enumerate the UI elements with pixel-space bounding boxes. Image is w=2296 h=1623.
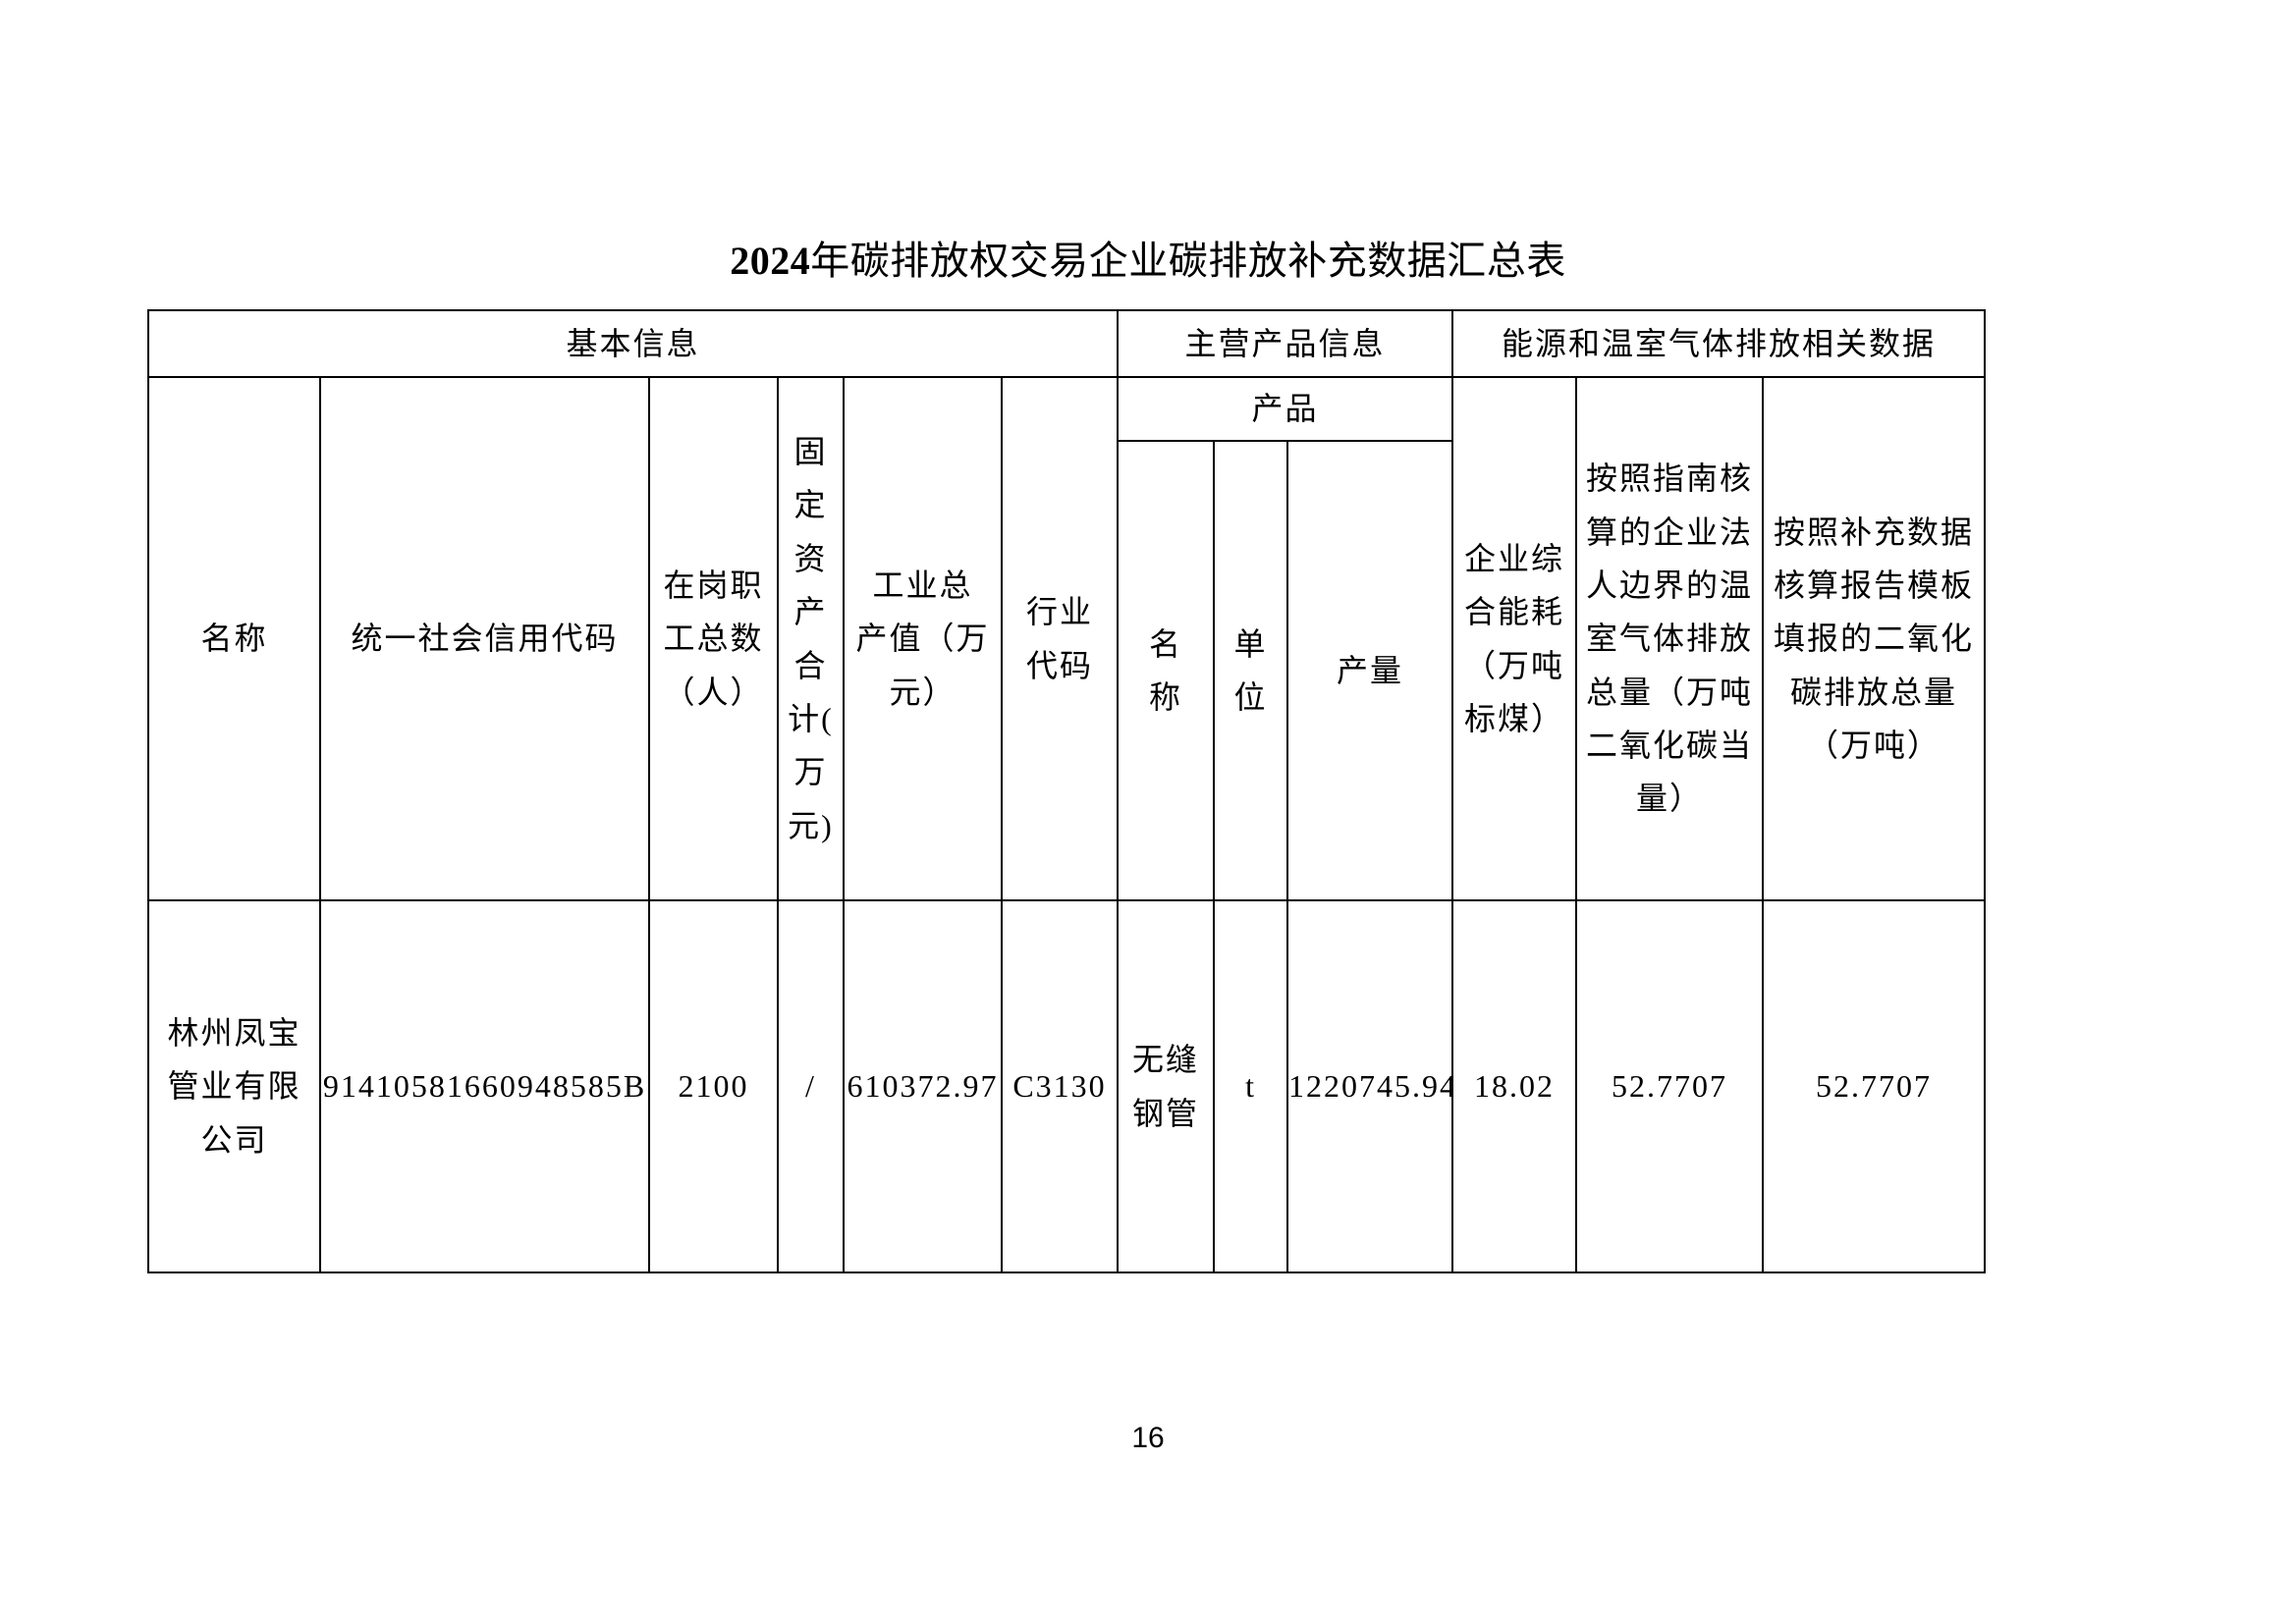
header-name: 名称 [147, 376, 321, 901]
header-employees: 在岗职 工总数 （人） [648, 376, 779, 901]
group-header-energy-data: 能源和温室气体排放相关数据 [1451, 309, 1987, 378]
header-product-output: 产量 [1286, 440, 1454, 901]
cell-supplementary-emissions: 52.7707 [1762, 899, 1987, 1273]
group-header-product-info: 主营产品信息 [1117, 309, 1454, 378]
title-year: 2024 [730, 239, 811, 283]
cell-employees: 2100 [648, 899, 779, 1273]
header-product-name: 名 称 [1117, 440, 1216, 901]
header-fixed-assets: 固 定 资 产 合 计( 万 元) [777, 376, 845, 901]
cell-energy-consumption: 18.02 [1451, 899, 1578, 1273]
header-product-unit: 单 位 [1213, 440, 1289, 901]
header-guideline-emissions: 按照指南核 算的企业法 人边界的温 室气体排放 总量（万吨 二氧化碳当 量） [1575, 376, 1765, 901]
header-energy-consumption: 企业综 合能耗 （万吨 标煤） [1451, 376, 1578, 901]
summary-table: 基本信息 主营产品信息 能源和温室气体排放相关数据 名称 统一社会信用代码 在岗… [146, 309, 1987, 1273]
cell-industry-code: C3130 [1000, 899, 1120, 1273]
cell-credit-code: 91410581660948585B [319, 899, 650, 1273]
cell-product-output: 1220745.94 [1286, 899, 1454, 1273]
cell-guideline-emissions: 52.7707 [1575, 899, 1765, 1273]
cell-product-unit: t [1213, 899, 1289, 1273]
product-group-header: 产品 [1117, 376, 1454, 442]
cell-product-name: 无缝 钢管 [1117, 899, 1216, 1273]
page-title: 2024年碳排放权交易企业碳排放补充数据汇总表 [0, 239, 2296, 284]
header-credit-code: 统一社会信用代码 [319, 376, 650, 901]
header-industry-code: 行业 代码 [1000, 376, 1120, 901]
group-header-basic-info: 基本信息 [146, 309, 1120, 378]
header-industrial-output-value: 工业总 产值（万 元） [843, 376, 1003, 901]
page-number: 16 [1131, 1422, 1165, 1454]
cell-company-name: 林州凤宝 管业有限 公司 [147, 899, 321, 1273]
cell-fixed-assets: / [777, 899, 845, 1273]
cell-industrial-output-value: 610372.97 [843, 899, 1003, 1273]
header-supplementary-emissions: 按照补充数据 核算报告模板 填报的二氧化 碳排放总量 （万吨） [1762, 376, 1987, 901]
title-text: 年碳排放权交易企业碳排放补充数据汇总表 [810, 239, 1566, 283]
